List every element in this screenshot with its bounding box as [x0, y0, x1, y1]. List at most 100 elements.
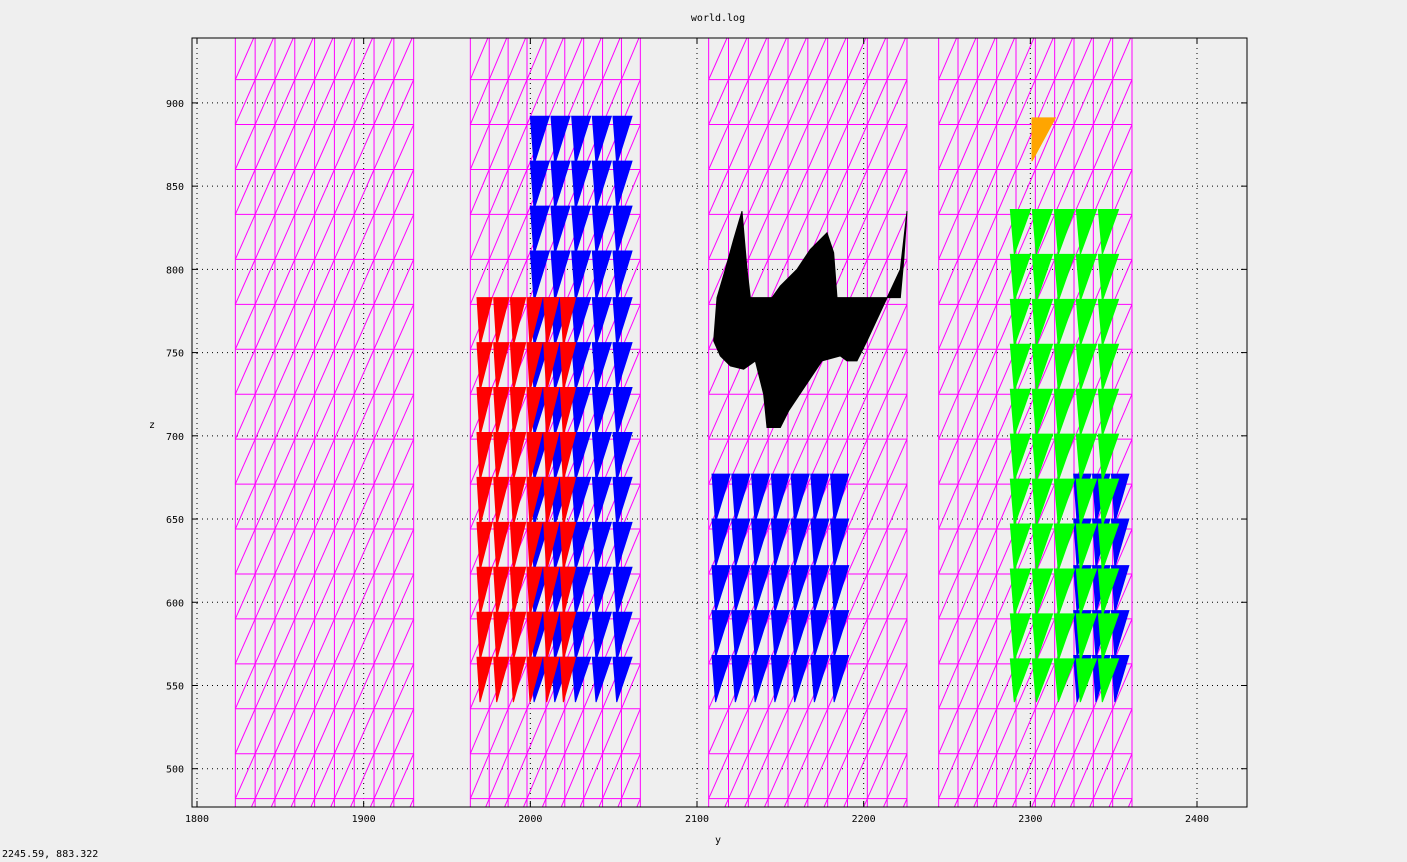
data-triangle: [731, 518, 751, 568]
mesh-edge: [807, 79, 829, 125]
mesh-edge: [708, 124, 729, 170]
mesh-edge: [353, 708, 375, 754]
mesh-edge: [602, 708, 622, 754]
data-triangle: [543, 476, 560, 526]
mesh-edge: [807, 753, 829, 799]
mesh-edge: [866, 483, 888, 530]
mesh-edge: [373, 753, 395, 799]
data-triangle: [543, 611, 560, 661]
mesh-edge: [886, 38, 907, 80]
data-triangle: [810, 565, 830, 613]
mesh-edge: [274, 124, 296, 170]
mesh-edge: [847, 38, 867, 80]
mesh-edge: [976, 483, 998, 530]
mesh-edge: [866, 124, 888, 170]
mesh-edge: [350, 798, 355, 807]
mesh-edge: [866, 304, 888, 350]
data-triangle: [731, 610, 751, 658]
mesh-edge: [353, 214, 375, 260]
mesh-edge: [1015, 753, 1036, 799]
data-triangle: [559, 387, 577, 436]
mesh-edge: [708, 259, 729, 305]
mesh-edge: [866, 38, 887, 80]
mesh-edge: [886, 169, 908, 215]
mesh-edge: [1112, 753, 1133, 799]
data-triangle: [1097, 478, 1120, 526]
mesh-edge: [866, 573, 888, 620]
mesh-edge: [767, 753, 789, 799]
mesh-edge: [1054, 38, 1074, 80]
series-layer: [476, 115, 1130, 703]
data-triangle: [543, 566, 560, 616]
mesh-edge: [545, 708, 566, 754]
data-triangle: [731, 655, 751, 703]
mesh-edge: [254, 38, 275, 80]
mesh-edge: [621, 0, 640, 35]
mesh-edge: [807, 169, 829, 215]
mesh-edge: [314, 528, 335, 575]
mesh-edge: [507, 753, 528, 799]
mesh-edge: [1034, 124, 1056, 170]
mesh-edge: [767, 214, 789, 260]
data-triangle: [750, 610, 771, 658]
data-triangle: [750, 473, 771, 523]
data-triangle: [529, 115, 551, 165]
mesh-edge: [488, 259, 509, 305]
mesh-edge: [1015, 214, 1036, 260]
mesh-edge: [886, 304, 908, 350]
data-triangle: [1053, 208, 1076, 255]
mesh-edge: [708, 708, 729, 754]
mesh-edge: [393, 753, 415, 799]
data-triangle: [591, 476, 613, 526]
data-triangle: [571, 476, 592, 526]
data-triangle: [750, 565, 771, 613]
mesh-edge: [866, 618, 888, 665]
mesh-edge: [866, 708, 888, 754]
mesh-edge: [866, 663, 888, 709]
mesh-edge: [787, 79, 809, 125]
mesh-edge: [373, 438, 395, 485]
data-triangle: [1009, 298, 1032, 347]
mesh-edge: [333, 304, 355, 350]
mesh-edge: [507, 169, 528, 215]
mesh-edge: [1034, 304, 1056, 350]
data-triangle: [612, 476, 633, 526]
data-triangle: [509, 476, 527, 526]
data-triangle: [731, 473, 751, 523]
mesh-edge: [314, 394, 335, 440]
mesh-edge: [373, 38, 393, 80]
mesh-edge: [333, 528, 355, 575]
data-triangle: [476, 656, 493, 703]
data-triangle: [591, 566, 613, 616]
mesh-edge: [373, 349, 395, 395]
mesh-edge: [886, 528, 908, 575]
data-triangle: [543, 656, 560, 703]
mesh-edge: [333, 753, 355, 799]
mesh-edge: [334, 0, 354, 35]
mesh-edge: [507, 124, 528, 170]
data-triangle: [1009, 523, 1032, 571]
mesh-edge: [866, 349, 888, 395]
mesh-edge: [938, 38, 958, 80]
mesh-edge: [564, 38, 583, 80]
data-triangle: [790, 655, 810, 703]
mesh-edge: [290, 798, 296, 807]
mesh-edge: [976, 753, 998, 799]
mesh-edge: [294, 753, 316, 799]
data-region: [713, 210, 908, 428]
mesh-edge: [234, 573, 256, 620]
data-triangle: [543, 431, 560, 481]
mesh-edge: [620, 438, 641, 485]
data-triangle: [559, 476, 577, 526]
mesh-edge: [234, 708, 256, 754]
data-triangle: [1097, 658, 1120, 703]
mesh-edge: [254, 573, 276, 620]
x-tick-label: 2000: [518, 814, 542, 825]
data-triangle: [1053, 523, 1076, 571]
mesh-edge: [938, 708, 959, 754]
mesh-edge: [1034, 169, 1056, 215]
mesh-edge: [469, 259, 490, 305]
x-tick-label: 2300: [1018, 814, 1042, 825]
mesh-edge: [886, 708, 908, 754]
mesh-edge: [545, 753, 566, 799]
